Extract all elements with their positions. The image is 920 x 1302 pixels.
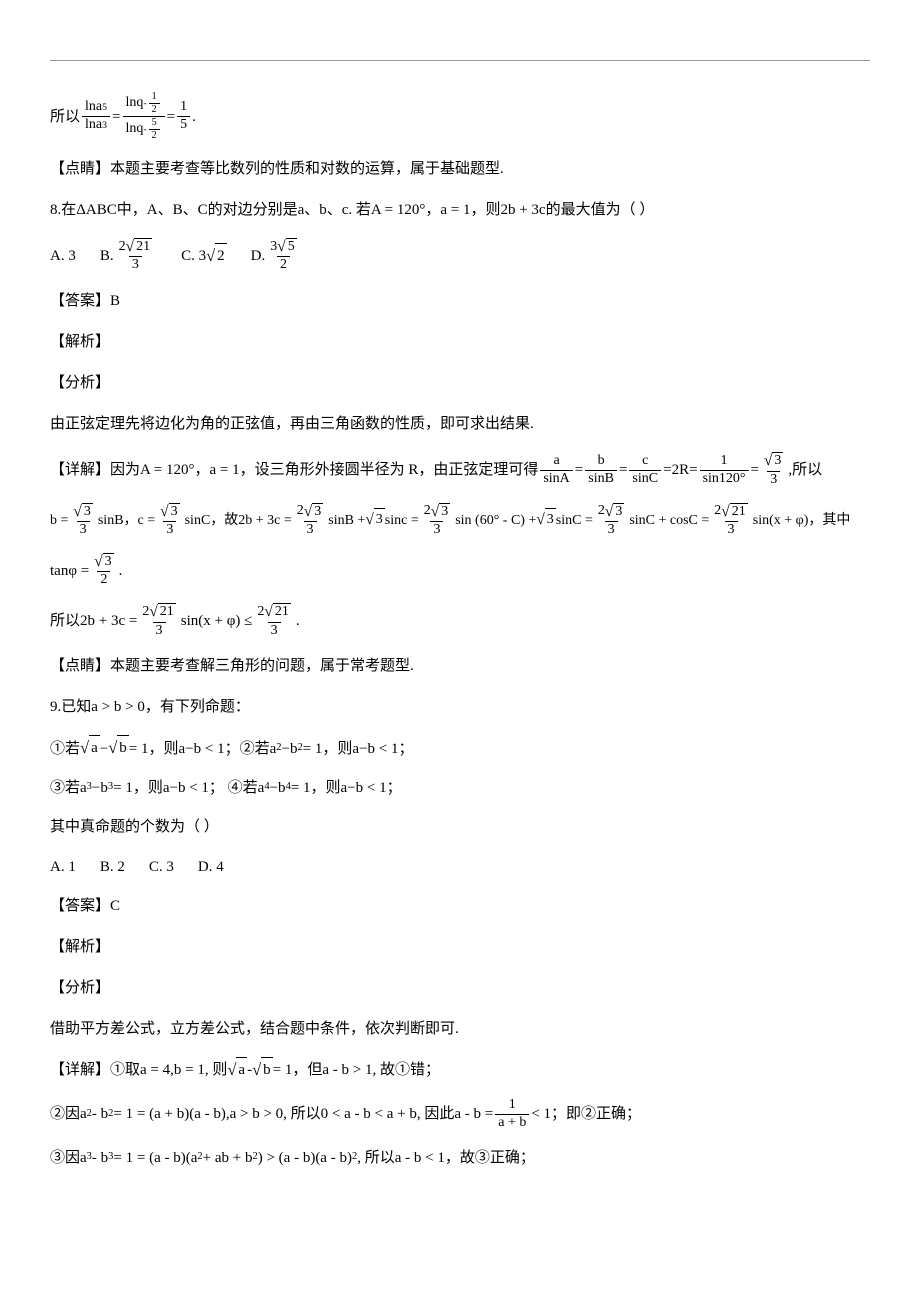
q9-stem: 9.已知a > b > 0，有下列命题：	[50, 694, 870, 721]
q8-answer: 【答案】B	[50, 288, 870, 315]
q8-jiexi: 【解析】	[50, 329, 870, 356]
eq-suoyi-line: 所以 lna5 lna3 = lnq - 1 2 lnq - 5 2	[50, 91, 870, 142]
q8-options: A. 3 B. 2√21 3 C. 3√2 D. 3√5 2	[50, 238, 870, 274]
q8-detail-line2: b = √33 sinB， c = √33 sinC，故2b + 3c = 2√…	[50, 503, 870, 539]
frac-lna5-lna3: lna5 lna3	[82, 99, 110, 134]
q9-detail-1: 【详解】①取a = 4,b = 1, 则 √a - √b = 1，但a - b …	[50, 1057, 870, 1083]
q9-props-12: ①若 √a − √b = 1，则a−b < 1；②若a2−b2 = 1，则a−b…	[50, 735, 870, 761]
q9-opt-d: D. 4	[198, 855, 224, 879]
q8-opt-b: B. 2√21 3	[100, 238, 157, 274]
q8-detail-line1: 【详解】因为A = 120°，a = 1，设三角形外接圆半径为 R，由正弦定理可…	[50, 452, 870, 488]
top-rule	[50, 60, 870, 61]
q8-opt-a: A. 3	[50, 244, 76, 268]
q9-options: A. 1 B. 2 C. 3 D. 4	[50, 855, 870, 879]
q8-detail-line4: 所以2b + 3c = 2√213 sin⁭(x + φ) ≤ 2√213 .	[50, 603, 870, 639]
frac-1-5: 1 5	[177, 99, 190, 134]
q8-fenxi-text: 由正弦定理先将边化为角的正弦值，再由三角函数的性质，即可求出结果.	[50, 411, 870, 438]
q9-props-34: ③若a3−b3 = 1，则a−b < 1； ④若a4−b4 = 1，则a−b <…	[50, 776, 870, 800]
q9-question: 其中真命题的个数为（ ）	[50, 814, 870, 841]
q8-stem: 8.在ΔABC中，A、B、C的对边分别是a、b、c. 若A = 120°，a =…	[50, 197, 870, 224]
label-so: 所以	[50, 105, 80, 129]
q7-tip: 【点睛】本题主要考查等比数列的性质和对数的运算，属于基础题型.	[50, 156, 870, 183]
q8-detail-line3: tanφ = √32 .	[50, 553, 870, 589]
eq-sign: =	[112, 105, 120, 129]
q9-detail-2: ②因a2 - b2 = 1 = (a + b)(a - b),a > b > 0…	[50, 1097, 870, 1132]
frac-lnq-exp: lnq - 1 2 lnq - 5 2	[123, 91, 165, 142]
q8-opt-d: D. 3√5 2	[251, 238, 302, 274]
q9-fenxi-text: 借助平方差公式，立方差公式，结合题中条件，依次判断即可.	[50, 1016, 870, 1043]
q8-opt-c: C. 3√2	[181, 243, 227, 269]
q9-opt-c: C. 3	[149, 855, 174, 879]
q8-tip: 【点睛】本题主要考查解三角形的问题，属于常考题型.	[50, 653, 870, 680]
q8-fenxi-label: 【分析】	[50, 370, 870, 397]
q9-jiexi: 【解析】	[50, 934, 870, 961]
q9-opt-a: A. 1	[50, 855, 76, 879]
q9-fenxi-label: 【分析】	[50, 975, 870, 1002]
q9-detail-3: ③因a3 - b3 = 1 = (a - b)(a2 + ab + b2) > …	[50, 1146, 870, 1170]
q9-answer: 【答案】C	[50, 893, 870, 920]
q9-opt-b: B. 2	[100, 855, 125, 879]
